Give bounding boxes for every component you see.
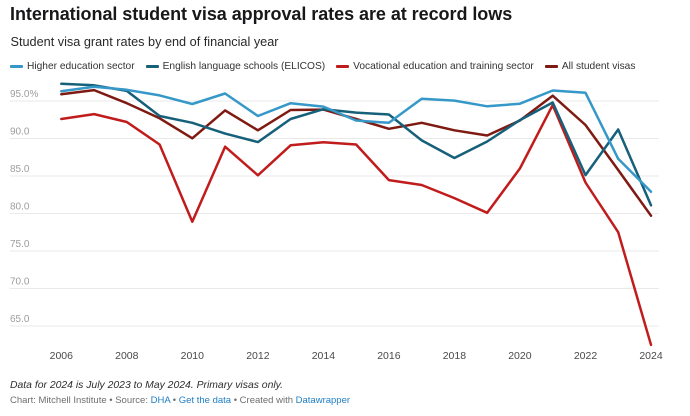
svg-text:2010: 2010	[181, 350, 205, 362]
svg-text:2014: 2014	[312, 350, 336, 362]
svg-text:75.0: 75.0	[10, 239, 30, 250]
svg-text:90.0: 90.0	[10, 127, 30, 138]
svg-text:65.0: 65.0	[10, 314, 30, 325]
svg-text:2006: 2006	[50, 350, 74, 362]
svg-text:2018: 2018	[443, 350, 467, 362]
svg-text:2016: 2016	[377, 350, 401, 362]
svg-text:85.0: 85.0	[10, 164, 30, 175]
svg-text:2024: 2024	[639, 350, 663, 362]
svg-text:2008: 2008	[115, 350, 139, 362]
svg-text:70.0: 70.0	[10, 277, 30, 288]
svg-text:95.0%: 95.0%	[10, 89, 38, 100]
svg-text:2012: 2012	[246, 350, 270, 362]
svg-text:2020: 2020	[508, 350, 532, 362]
svg-text:80.0: 80.0	[10, 202, 30, 213]
svg-text:2022: 2022	[574, 350, 598, 362]
